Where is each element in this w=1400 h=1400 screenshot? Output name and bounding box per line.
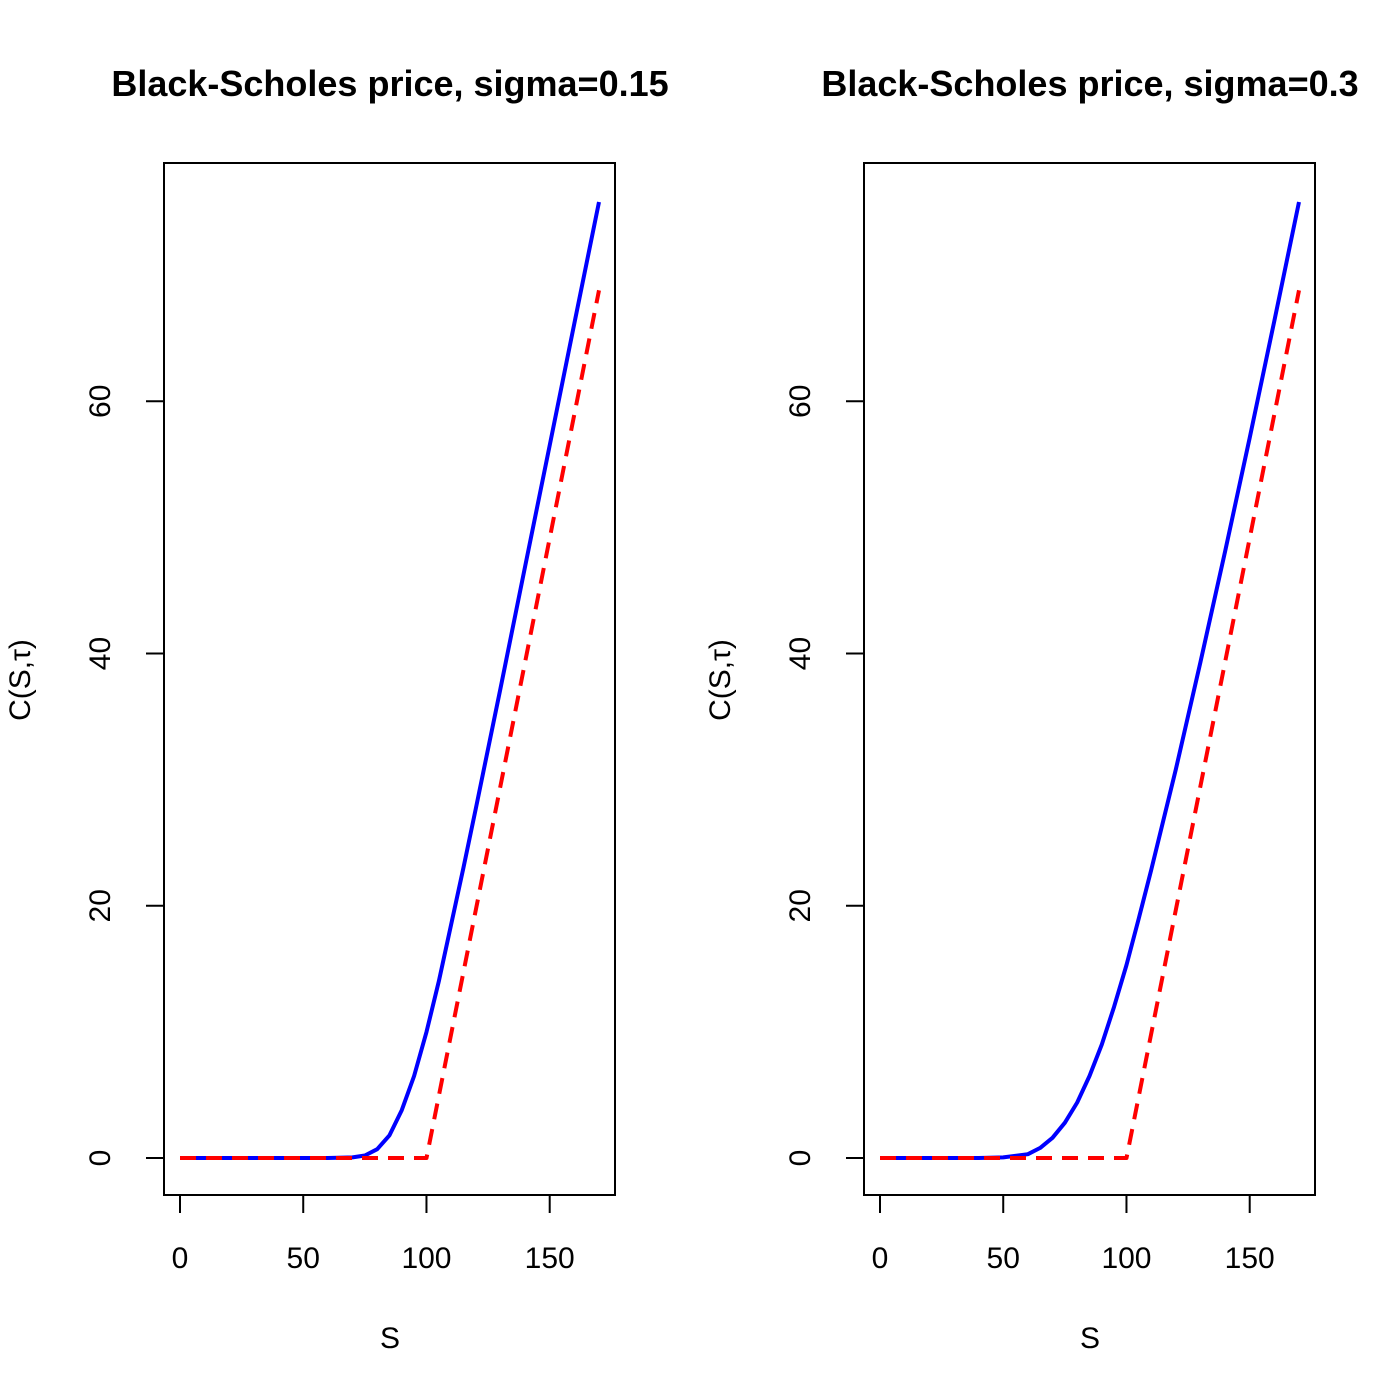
solid-series-line-left — [180, 201, 601, 1160]
plot-area-left: 0 50 100 150 0 20 40 60 — [84, 201, 601, 1275]
dashed-series-line-right — [880, 289, 1301, 1160]
y-axis-label-left: C(S,τ) — [4, 639, 37, 721]
y-tick-label-right: 20 — [784, 889, 817, 922]
solid-series-line-right — [880, 201, 1301, 1160]
x-tick-label-left: 100 — [401, 1242, 451, 1275]
y-tick-label-right: 0 — [784, 1150, 817, 1167]
panel-left: Black-Scholes price, sigma=0.15 S C(S,τ)… — [4, 63, 669, 1355]
plot-frame-right — [863, 162, 1316, 1196]
x-tick-label-right: 0 — [872, 1242, 889, 1275]
panel-right: Black-Scholes price, sigma=0.3 S C(S,τ) … — [704, 63, 1359, 1355]
x-axis-label-left: S — [380, 1322, 400, 1355]
dashed-series-line-left — [180, 289, 601, 1160]
x-tick-label-right: 100 — [1101, 1242, 1151, 1275]
y-axis-label-right: C(S,τ) — [704, 639, 737, 721]
y-tick-label-left: 0 — [84, 1150, 117, 1167]
y-tick-label-left: 20 — [84, 889, 117, 922]
x-tick-label-left: 150 — [525, 1242, 575, 1275]
x-tick-label-right: 150 — [1225, 1242, 1275, 1275]
chart-title-right: Black-Scholes price, sigma=0.3 — [821, 63, 1358, 104]
y-tick-label-right: 60 — [784, 385, 817, 418]
plot-frame-left — [163, 162, 616, 1196]
y-tick-label-left: 60 — [84, 385, 117, 418]
x-tick-label-left: 0 — [172, 1242, 189, 1275]
y-tick-label-left: 40 — [84, 637, 117, 670]
y-tick-label-right: 40 — [784, 637, 817, 670]
chart-title-left: Black-Scholes price, sigma=0.15 — [111, 63, 668, 104]
x-tick-label-left: 50 — [287, 1242, 320, 1275]
x-tick-label-right: 50 — [987, 1242, 1020, 1275]
x-axis-label-right: S — [1080, 1322, 1100, 1355]
plot-area-right: 0 50 100 150 0 20 40 60 — [784, 201, 1301, 1275]
